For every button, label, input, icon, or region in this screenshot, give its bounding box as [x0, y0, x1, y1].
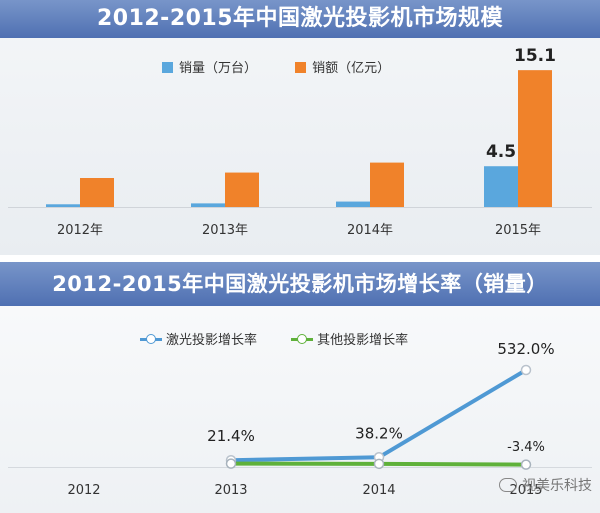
point-other-4 [520, 459, 532, 470]
line-x-tick-4: 2015 [509, 483, 542, 498]
line-chart-legend: 激光投影增长率 其他投影增长率 [140, 329, 442, 348]
legend-item-revenue: 销额（亿元） [295, 57, 390, 76]
legend-item-other: 其他投影增长率 [291, 329, 408, 348]
line-chart-plot: 21.4% 38.2% 532.0% -3.4% 2012 2013 2014 2015 [8, 340, 592, 498]
line-x-tick-2: 2013 [214, 483, 247, 498]
legend-line-other-icon [291, 333, 314, 345]
bar-x-tick-1: 2012年 [57, 223, 103, 238]
bar-chart-legend: 销量（万台） 销额（亿元） [162, 57, 424, 76]
bar-revenue-4 [518, 70, 552, 207]
label-other-4: -3.4% [507, 440, 545, 455]
bar-sales-1 [46, 204, 80, 207]
label-laser-4: 532.0% [497, 340, 554, 358]
legend-label-sales: 销量（万台） [179, 61, 258, 76]
point-other-2 [225, 458, 237, 469]
bar-label-sales-4: 4.5 [486, 142, 516, 162]
line-x-tick-1: 2012 [67, 483, 100, 498]
line-chart-panel: 2012-2015年中国激光投影机市场增长率（销量） 激光投影增长率 其他投影增… [0, 262, 600, 513]
legend-line-laser-icon [140, 333, 162, 345]
bar-x-tick-4: 2015年 [495, 223, 541, 238]
legend-item-laser: 激光投影增长率 [140, 329, 257, 348]
bar-revenue-3 [370, 162, 404, 207]
legend-swatch-sales [162, 62, 173, 73]
legend-label-other: 其他投影增长率 [317, 333, 409, 348]
bar-sales-3 [336, 201, 370, 207]
legend-label-revenue: 销额（亿元） [312, 61, 391, 76]
bar-label-revenue-4: 15.1 [514, 46, 556, 66]
legend-swatch-revenue [295, 62, 307, 73]
bar-revenue-1 [80, 178, 114, 207]
bar-sales-4 [484, 166, 518, 207]
bar-x-tick-2: 2013年 [202, 223, 248, 238]
watermark-text: 视美乐科技 [522, 478, 592, 494]
bar-revenue-2 [225, 172, 259, 207]
bar-sales-2 [191, 203, 225, 207]
line-chart-title: 2012-2015年中国激光投影机市场增长率（销量） [0, 262, 600, 306]
bar-chart-title: 2012-2015年中国激光投影机市场规模 [0, 0, 600, 38]
wechat-icon [499, 478, 517, 492]
label-laser-2: 21.4% [207, 427, 255, 445]
watermark: 视美乐科技 [499, 475, 592, 495]
legend-label-laser: 激光投影增长率 [166, 333, 258, 348]
point-other-3 [373, 458, 385, 470]
bar-chart-plot: 2012年 2013年 2014年 4.5 15.1 2015年 [8, 46, 592, 238]
bar-chart-panel: 2012-2015年中国激光投影机市场规模 销量（万台） 销额（亿元） 2012… [0, 0, 600, 255]
point-laser-4 [520, 364, 532, 376]
bar-x-tick-3: 2014年 [347, 223, 393, 238]
label-laser-3: 38.2% [355, 424, 403, 442]
legend-item-sales: 销量（万台） [162, 57, 257, 76]
line-laser [230, 368, 528, 463]
line-x-tick-3: 2014 [362, 483, 395, 498]
